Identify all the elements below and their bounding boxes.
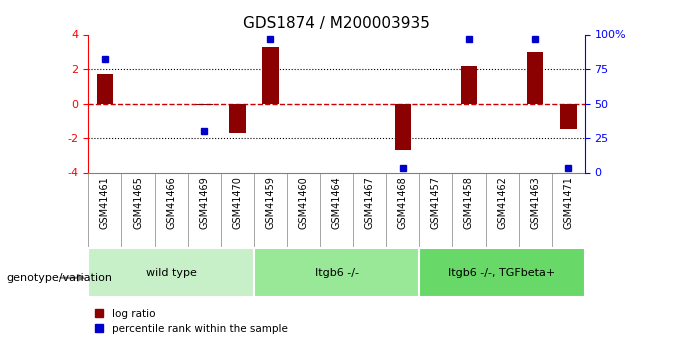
Text: GSM41471: GSM41471 xyxy=(563,176,573,229)
Text: Itgb6 -/-: Itgb6 -/- xyxy=(315,268,358,277)
FancyBboxPatch shape xyxy=(88,248,254,297)
Text: GSM41460: GSM41460 xyxy=(299,176,309,229)
FancyBboxPatch shape xyxy=(254,248,420,297)
FancyBboxPatch shape xyxy=(420,248,585,297)
Text: GSM41459: GSM41459 xyxy=(265,176,275,229)
Text: GSM41457: GSM41457 xyxy=(431,176,441,229)
Bar xyxy=(560,104,577,129)
Text: GSM41463: GSM41463 xyxy=(530,176,540,229)
Text: GSM41462: GSM41462 xyxy=(497,176,507,229)
Text: GSM41464: GSM41464 xyxy=(332,176,341,229)
Text: Itgb6 -/-, TGFbeta+: Itgb6 -/-, TGFbeta+ xyxy=(448,268,556,277)
Bar xyxy=(229,104,245,133)
Bar xyxy=(527,52,543,104)
Text: GSM41467: GSM41467 xyxy=(364,176,375,229)
Bar xyxy=(394,104,411,150)
Legend: log ratio, percentile rank within the sample: log ratio, percentile rank within the sa… xyxy=(94,309,288,334)
Text: GSM41466: GSM41466 xyxy=(166,176,176,229)
Text: GSM41468: GSM41468 xyxy=(398,176,408,229)
Text: GSM41461: GSM41461 xyxy=(100,176,110,229)
Text: GSM41465: GSM41465 xyxy=(133,176,143,229)
Text: GSM41458: GSM41458 xyxy=(464,176,474,229)
Bar xyxy=(196,104,212,105)
Bar xyxy=(262,47,279,104)
Bar xyxy=(461,66,477,104)
Bar xyxy=(97,74,113,104)
Text: GSM41470: GSM41470 xyxy=(233,176,242,229)
Text: genotype/variation: genotype/variation xyxy=(7,273,113,283)
Text: wild type: wild type xyxy=(146,268,197,277)
Title: GDS1874 / M200003935: GDS1874 / M200003935 xyxy=(243,16,430,31)
Text: GSM41469: GSM41469 xyxy=(199,176,209,229)
